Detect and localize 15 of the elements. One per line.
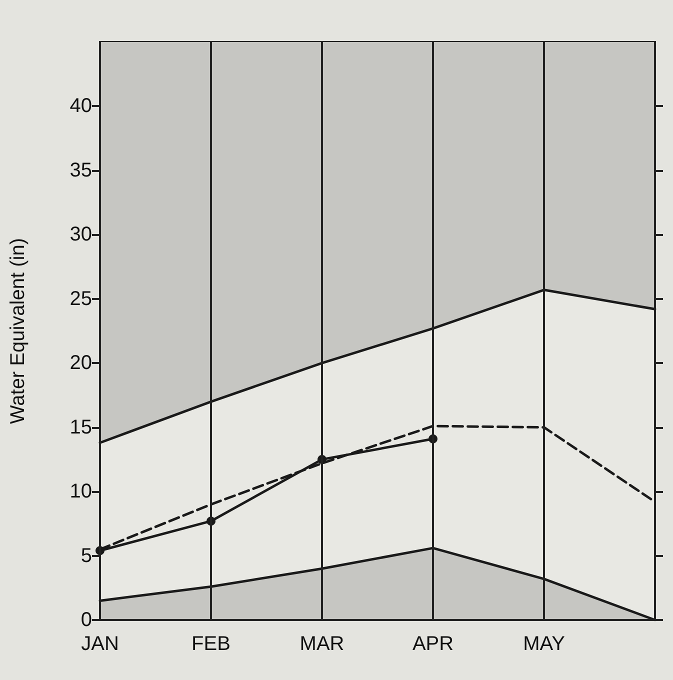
y-tick-label: 35 [70, 159, 92, 182]
y-axis-title: Water Equivalent (in) [7, 238, 29, 424]
y-tick-label: 10 [70, 480, 92, 503]
y-tick-label: 30 [70, 224, 92, 246]
y-tick-label: 0 [80, 609, 92, 631]
y-tick-label: 40 [70, 95, 92, 118]
y-tick-label: 25 [70, 288, 92, 310]
y-tick-label: 5 [80, 544, 92, 567]
x-tick-label: MAR [300, 633, 344, 655]
y-tick-label: 15 [70, 416, 92, 438]
x-tick-label: APR [412, 633, 454, 655]
y-tick-label: 20 [70, 352, 92, 374]
x-tick-label: JAN [81, 633, 119, 655]
x-tick-label: FEB [192, 633, 230, 655]
x-tick-label: MAY [523, 633, 565, 655]
